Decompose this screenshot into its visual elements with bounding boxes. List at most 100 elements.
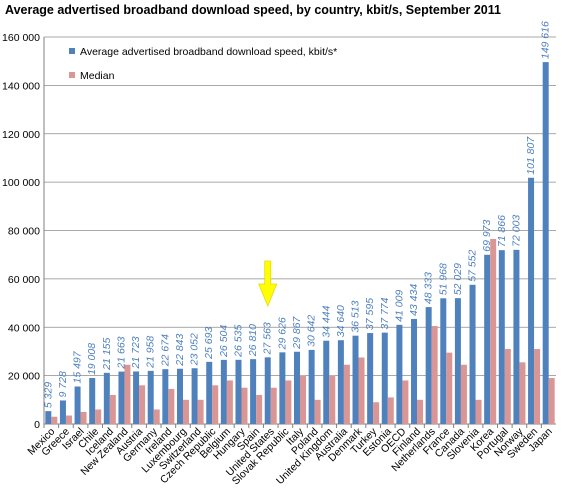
- bar-median: [139, 385, 146, 424]
- y-tick-label: 60 000: [8, 274, 40, 286]
- bar-median: [256, 394, 263, 424]
- chart-title: Average advertised broadband download sp…: [5, 3, 501, 17]
- data-label: 36 513: [350, 300, 362, 332]
- y-tick-label: 100 000: [2, 177, 40, 189]
- bar-average: [220, 359, 227, 424]
- bar-average: [528, 177, 535, 424]
- data-label: 21 155: [101, 338, 113, 371]
- legend-label-median: Median: [80, 70, 115, 82]
- bar-median: [417, 399, 424, 424]
- bar-median: [475, 399, 482, 424]
- data-label: 51 968: [437, 263, 449, 295]
- bar-average: [294, 351, 300, 424]
- legend-swatch-median: [69, 72, 75, 78]
- bar-median: [490, 238, 497, 424]
- data-label: 26 535: [232, 325, 244, 358]
- legend-swatch-average: [69, 48, 75, 54]
- bar-median: [300, 375, 306, 424]
- bar-median: [373, 402, 380, 424]
- bar-average: [45, 411, 52, 424]
- bar-average: [381, 332, 388, 424]
- bar-median: [446, 352, 453, 424]
- bar-median: [197, 399, 204, 424]
- bar-median: [241, 387, 248, 424]
- y-tick-label: 140 000: [2, 80, 40, 92]
- bar-median: [153, 409, 160, 424]
- data-label: 5 329: [42, 382, 54, 408]
- highlight-arrow: [258, 260, 278, 308]
- data-label: 19 008: [86, 343, 98, 375]
- bar-average: [250, 359, 257, 424]
- data-label: 25 693: [203, 327, 215, 360]
- bar-median: [182, 399, 189, 424]
- bar-average: [235, 359, 242, 424]
- data-label: 30 642: [306, 315, 318, 347]
- bar-median: [548, 378, 555, 424]
- data-label: 37 595: [364, 298, 376, 330]
- bar-median: [51, 416, 58, 424]
- bar-average: [396, 324, 403, 424]
- y-tick-label: 160 000: [2, 32, 40, 44]
- bar-average: [352, 335, 359, 424]
- data-label: 23 052: [189, 333, 201, 366]
- bar-median: [109, 394, 116, 424]
- bar-median: [431, 326, 438, 424]
- data-label: 21 958: [145, 336, 157, 369]
- data-label: 34 444: [320, 305, 332, 337]
- bar-average: [103, 372, 110, 424]
- bar-average: [89, 378, 96, 424]
- bar-average: [367, 333, 374, 424]
- bar-average: [542, 62, 549, 424]
- data-label: 22 843: [174, 333, 186, 366]
- data-label: 43 434: [408, 284, 420, 316]
- data-label: 57 552: [467, 250, 479, 282]
- bar-average: [206, 361, 213, 424]
- bar-median: [212, 385, 219, 424]
- data-label: 22 674: [159, 334, 171, 367]
- bar-median: [270, 387, 277, 424]
- bar-average: [469, 284, 476, 424]
- bar-median: [387, 397, 394, 424]
- data-label: 26 504: [218, 325, 230, 358]
- data-label: 48 333: [423, 272, 435, 304]
- data-label: 149 616: [540, 21, 552, 59]
- bar-median: [343, 364, 350, 424]
- bar-median: [504, 349, 511, 424]
- data-label: 41 009: [393, 290, 405, 322]
- bar-average: [59, 400, 66, 424]
- bar-average: [176, 368, 183, 424]
- bar-average: [498, 250, 505, 424]
- data-label: 69 973: [481, 219, 493, 251]
- bar-median: [358, 357, 365, 424]
- y-tick-label: 80 000: [8, 226, 40, 238]
- bar-average: [454, 298, 461, 424]
- bar-median: [80, 411, 87, 424]
- legend-label-average: Average advertised broadband download sp…: [80, 46, 337, 58]
- bar-median: [95, 409, 102, 424]
- data-label: 9 728: [57, 371, 69, 397]
- bar-median: [124, 364, 131, 424]
- data-label: 52 029: [452, 263, 464, 295]
- bar-average: [425, 307, 432, 424]
- bar-average: [411, 318, 418, 424]
- bar-average: [513, 249, 520, 424]
- bar-median: [329, 375, 336, 424]
- bar-average: [162, 369, 169, 424]
- data-label: 101 807: [525, 136, 537, 175]
- bar-average: [147, 370, 154, 424]
- bar-median: [519, 362, 526, 424]
- data-label: 71 866: [496, 215, 508, 247]
- bar-average: [133, 371, 140, 424]
- data-label: 34 640: [335, 305, 347, 337]
- bar-median: [314, 399, 321, 424]
- data-label: 26 810: [247, 324, 259, 357]
- bar-average: [279, 352, 286, 424]
- y-tick-label: 0: [34, 419, 40, 431]
- bar-median: [226, 380, 233, 424]
- bar-average: [484, 254, 491, 424]
- bar-average: [118, 371, 125, 424]
- bar-median: [65, 415, 72, 424]
- data-label: 21 723: [130, 336, 142, 369]
- y-tick-label: 20 000: [8, 371, 40, 383]
